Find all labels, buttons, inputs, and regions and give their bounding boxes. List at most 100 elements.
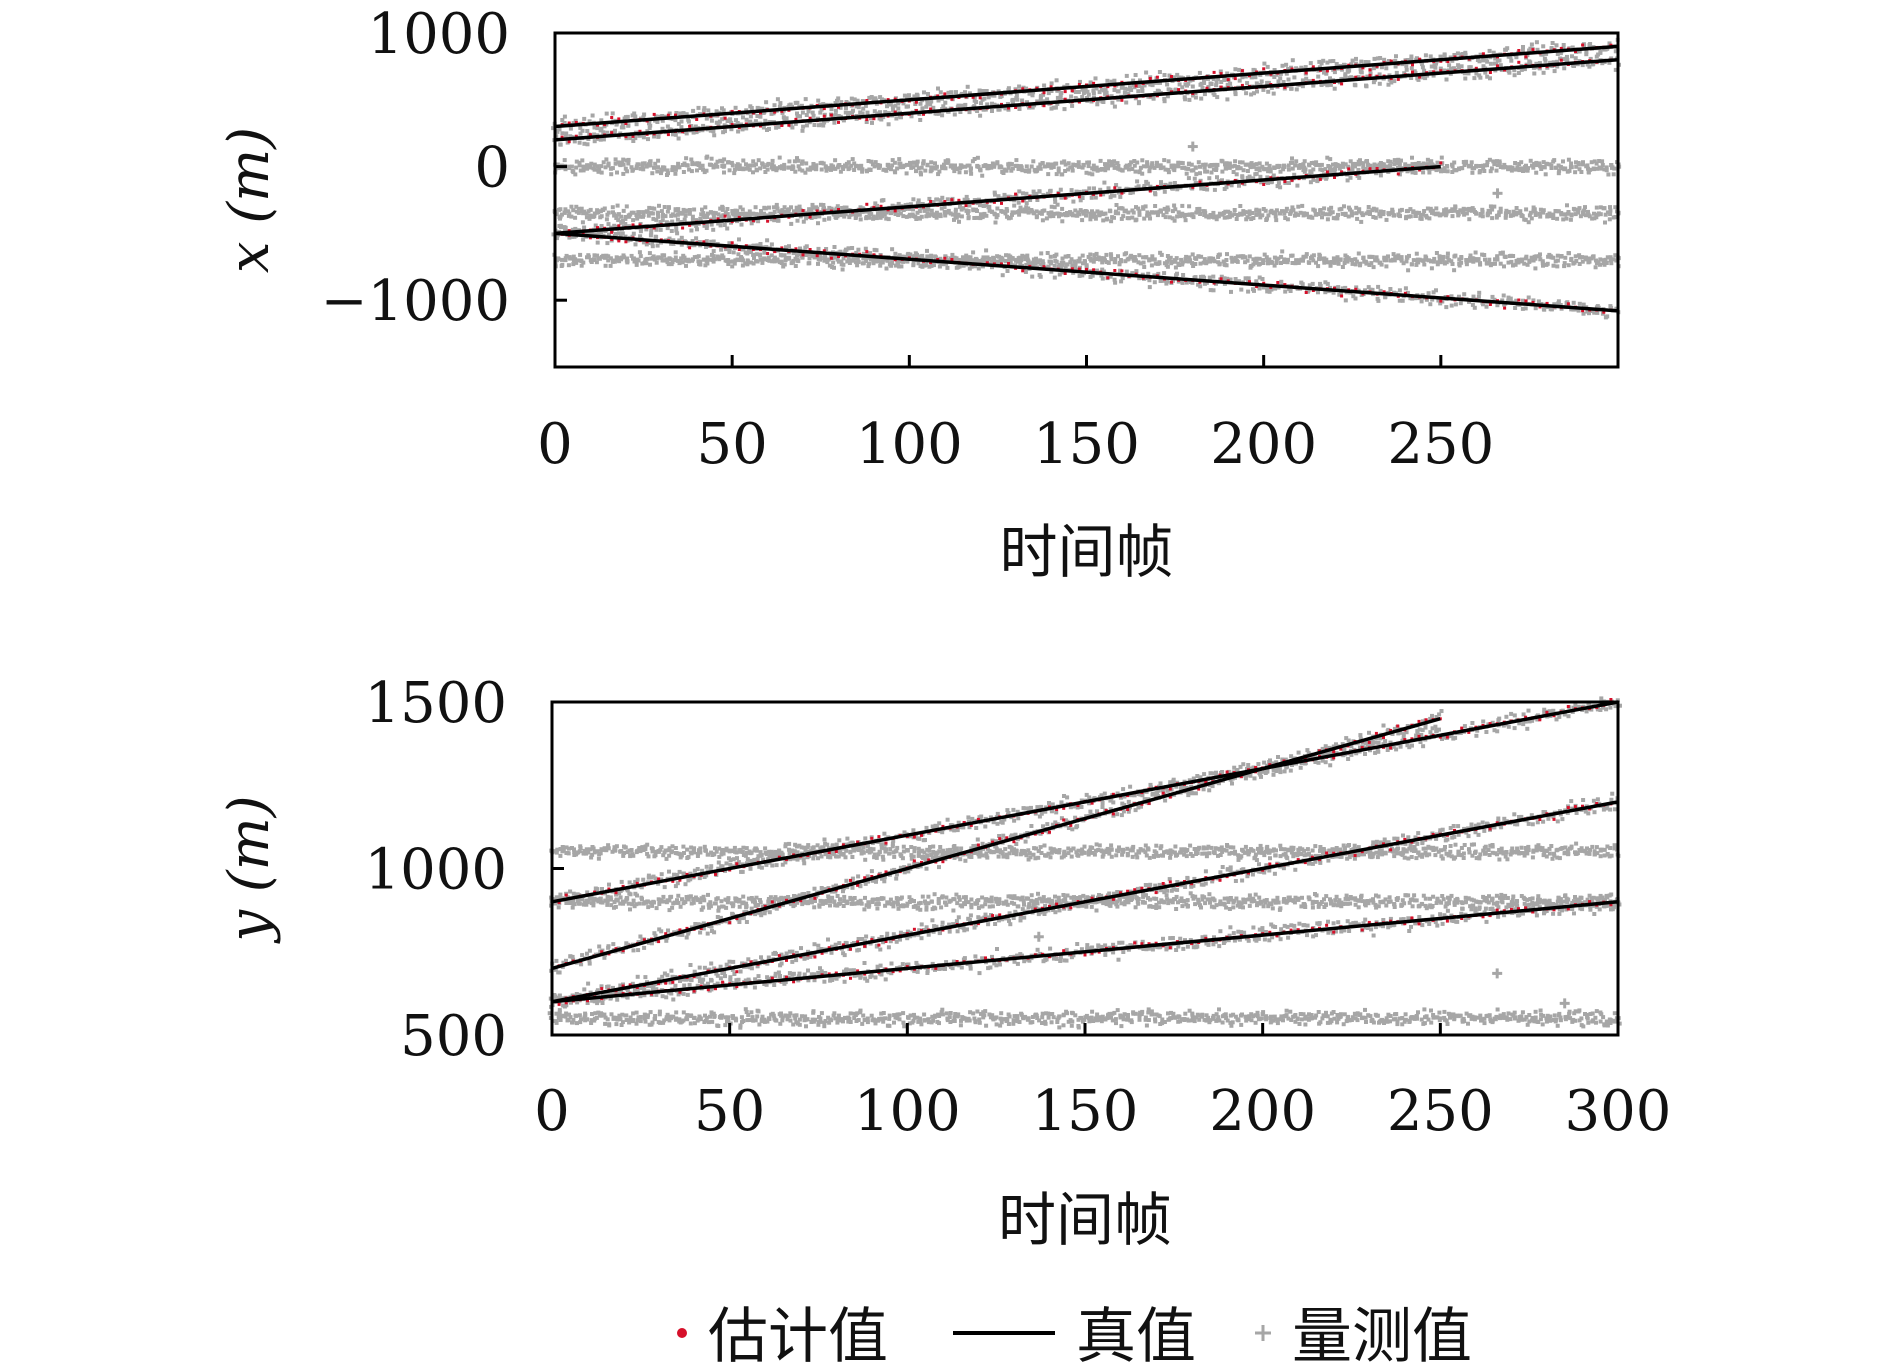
measurement-point <box>1165 279 1170 284</box>
measurement-point <box>835 98 839 103</box>
clutter-point <box>559 264 564 268</box>
clutter-point <box>1343 257 1348 262</box>
clutter-point <box>1613 253 1618 258</box>
measurement-point <box>1459 64 1464 69</box>
clutter-point <box>818 255 823 260</box>
clutter-point <box>1066 254 1071 258</box>
clutter-point <box>1534 163 1539 168</box>
clutter-point <box>681 170 686 174</box>
clutter-point <box>864 168 869 173</box>
clutter-point <box>795 253 799 258</box>
clutter-point <box>1277 164 1282 169</box>
clutter-point <box>1319 162 1324 167</box>
measurement-point <box>637 133 642 138</box>
clutter-point <box>760 260 765 265</box>
clutter-point <box>559 257 564 262</box>
clutter-point <box>1461 210 1465 215</box>
clutter-point <box>1066 161 1071 166</box>
clutter-point <box>840 206 845 210</box>
clutter-point <box>1495 257 1500 262</box>
clutter-point <box>796 164 801 169</box>
clutter-point <box>655 169 660 174</box>
clutter-point <box>1107 159 1112 164</box>
clutter-point <box>1101 258 1106 263</box>
clutter-point <box>1335 216 1340 221</box>
clutter-point <box>612 212 617 217</box>
clutter-point <box>1329 260 1334 264</box>
measurement-point <box>1383 294 1388 299</box>
measurement-point <box>621 125 626 130</box>
clutter-point <box>1272 166 1277 170</box>
measurement-point <box>841 118 846 123</box>
clutter-point <box>987 204 992 209</box>
clutter-point <box>1166 170 1171 175</box>
clutter-point <box>1580 259 1585 264</box>
clutter-point <box>1224 161 1229 166</box>
clutter-point <box>1214 217 1219 222</box>
measurement-point <box>861 106 866 111</box>
measurement-point <box>1428 54 1433 59</box>
measurement-point <box>582 116 587 121</box>
measurement-point <box>1014 193 1019 198</box>
clutter-point <box>1023 256 1028 260</box>
clutter-point <box>585 163 590 168</box>
measurement-point <box>1088 275 1093 279</box>
clutter-point <box>1534 160 1539 165</box>
clutter-point <box>858 217 863 222</box>
measurement-point <box>1548 307 1553 312</box>
measurement-point <box>964 255 969 260</box>
measurement-point <box>1118 194 1123 199</box>
clutter-point <box>1540 261 1545 266</box>
measurement-point <box>1444 305 1449 310</box>
clutter-point <box>1142 216 1147 221</box>
clutter-point <box>1384 258 1389 263</box>
measurement-point <box>573 226 578 231</box>
clutter-point <box>1363 259 1368 264</box>
measurement-point <box>1325 83 1330 88</box>
clutter-point <box>1300 203 1305 208</box>
measurement-point <box>782 117 787 122</box>
measurement-point <box>1070 263 1075 268</box>
measurement-point <box>590 113 595 118</box>
clutter-point <box>1193 165 1198 170</box>
measurement-point <box>1328 285 1333 290</box>
clutter-point <box>563 207 568 212</box>
clutter-point <box>1406 268 1411 273</box>
clutter-point <box>1249 161 1254 166</box>
clutter-point <box>1057 214 1061 219</box>
measurement-point <box>902 254 907 259</box>
clutter-point <box>1413 162 1418 167</box>
clutter-point <box>1429 266 1434 271</box>
clutter-point <box>571 254 576 259</box>
clutter-point <box>934 210 939 215</box>
measurement-point <box>936 86 940 91</box>
clutter-point <box>701 167 705 172</box>
measurement-point <box>1137 100 1141 105</box>
measurement-point <box>811 113 816 118</box>
measurement-point <box>682 217 687 222</box>
clutter-point <box>581 164 586 169</box>
clutter-point <box>751 252 756 257</box>
clutter-point <box>1211 167 1216 172</box>
measurement-point <box>652 134 657 139</box>
clutter-point <box>916 216 921 221</box>
clutter-point <box>882 212 887 217</box>
clutter-point <box>656 214 661 219</box>
measurement-point <box>855 98 860 103</box>
clutter-point <box>1355 216 1360 221</box>
clutter-point <box>1073 264 1078 269</box>
measurement-point <box>758 242 763 246</box>
clutter-point <box>1482 253 1487 257</box>
clutter-point <box>1438 260 1443 265</box>
measurement-point <box>816 98 821 103</box>
clutter-point <box>1349 257 1354 262</box>
measurement-point <box>704 116 709 121</box>
measurement-point <box>1512 68 1517 73</box>
measurement-point <box>1028 198 1033 202</box>
clutter-point <box>1165 259 1170 264</box>
clutter-point <box>1150 257 1155 262</box>
measurement-point <box>593 223 598 228</box>
clutter-point <box>787 256 791 261</box>
clutter-point <box>1176 210 1181 215</box>
measurement-point <box>1123 86 1128 91</box>
